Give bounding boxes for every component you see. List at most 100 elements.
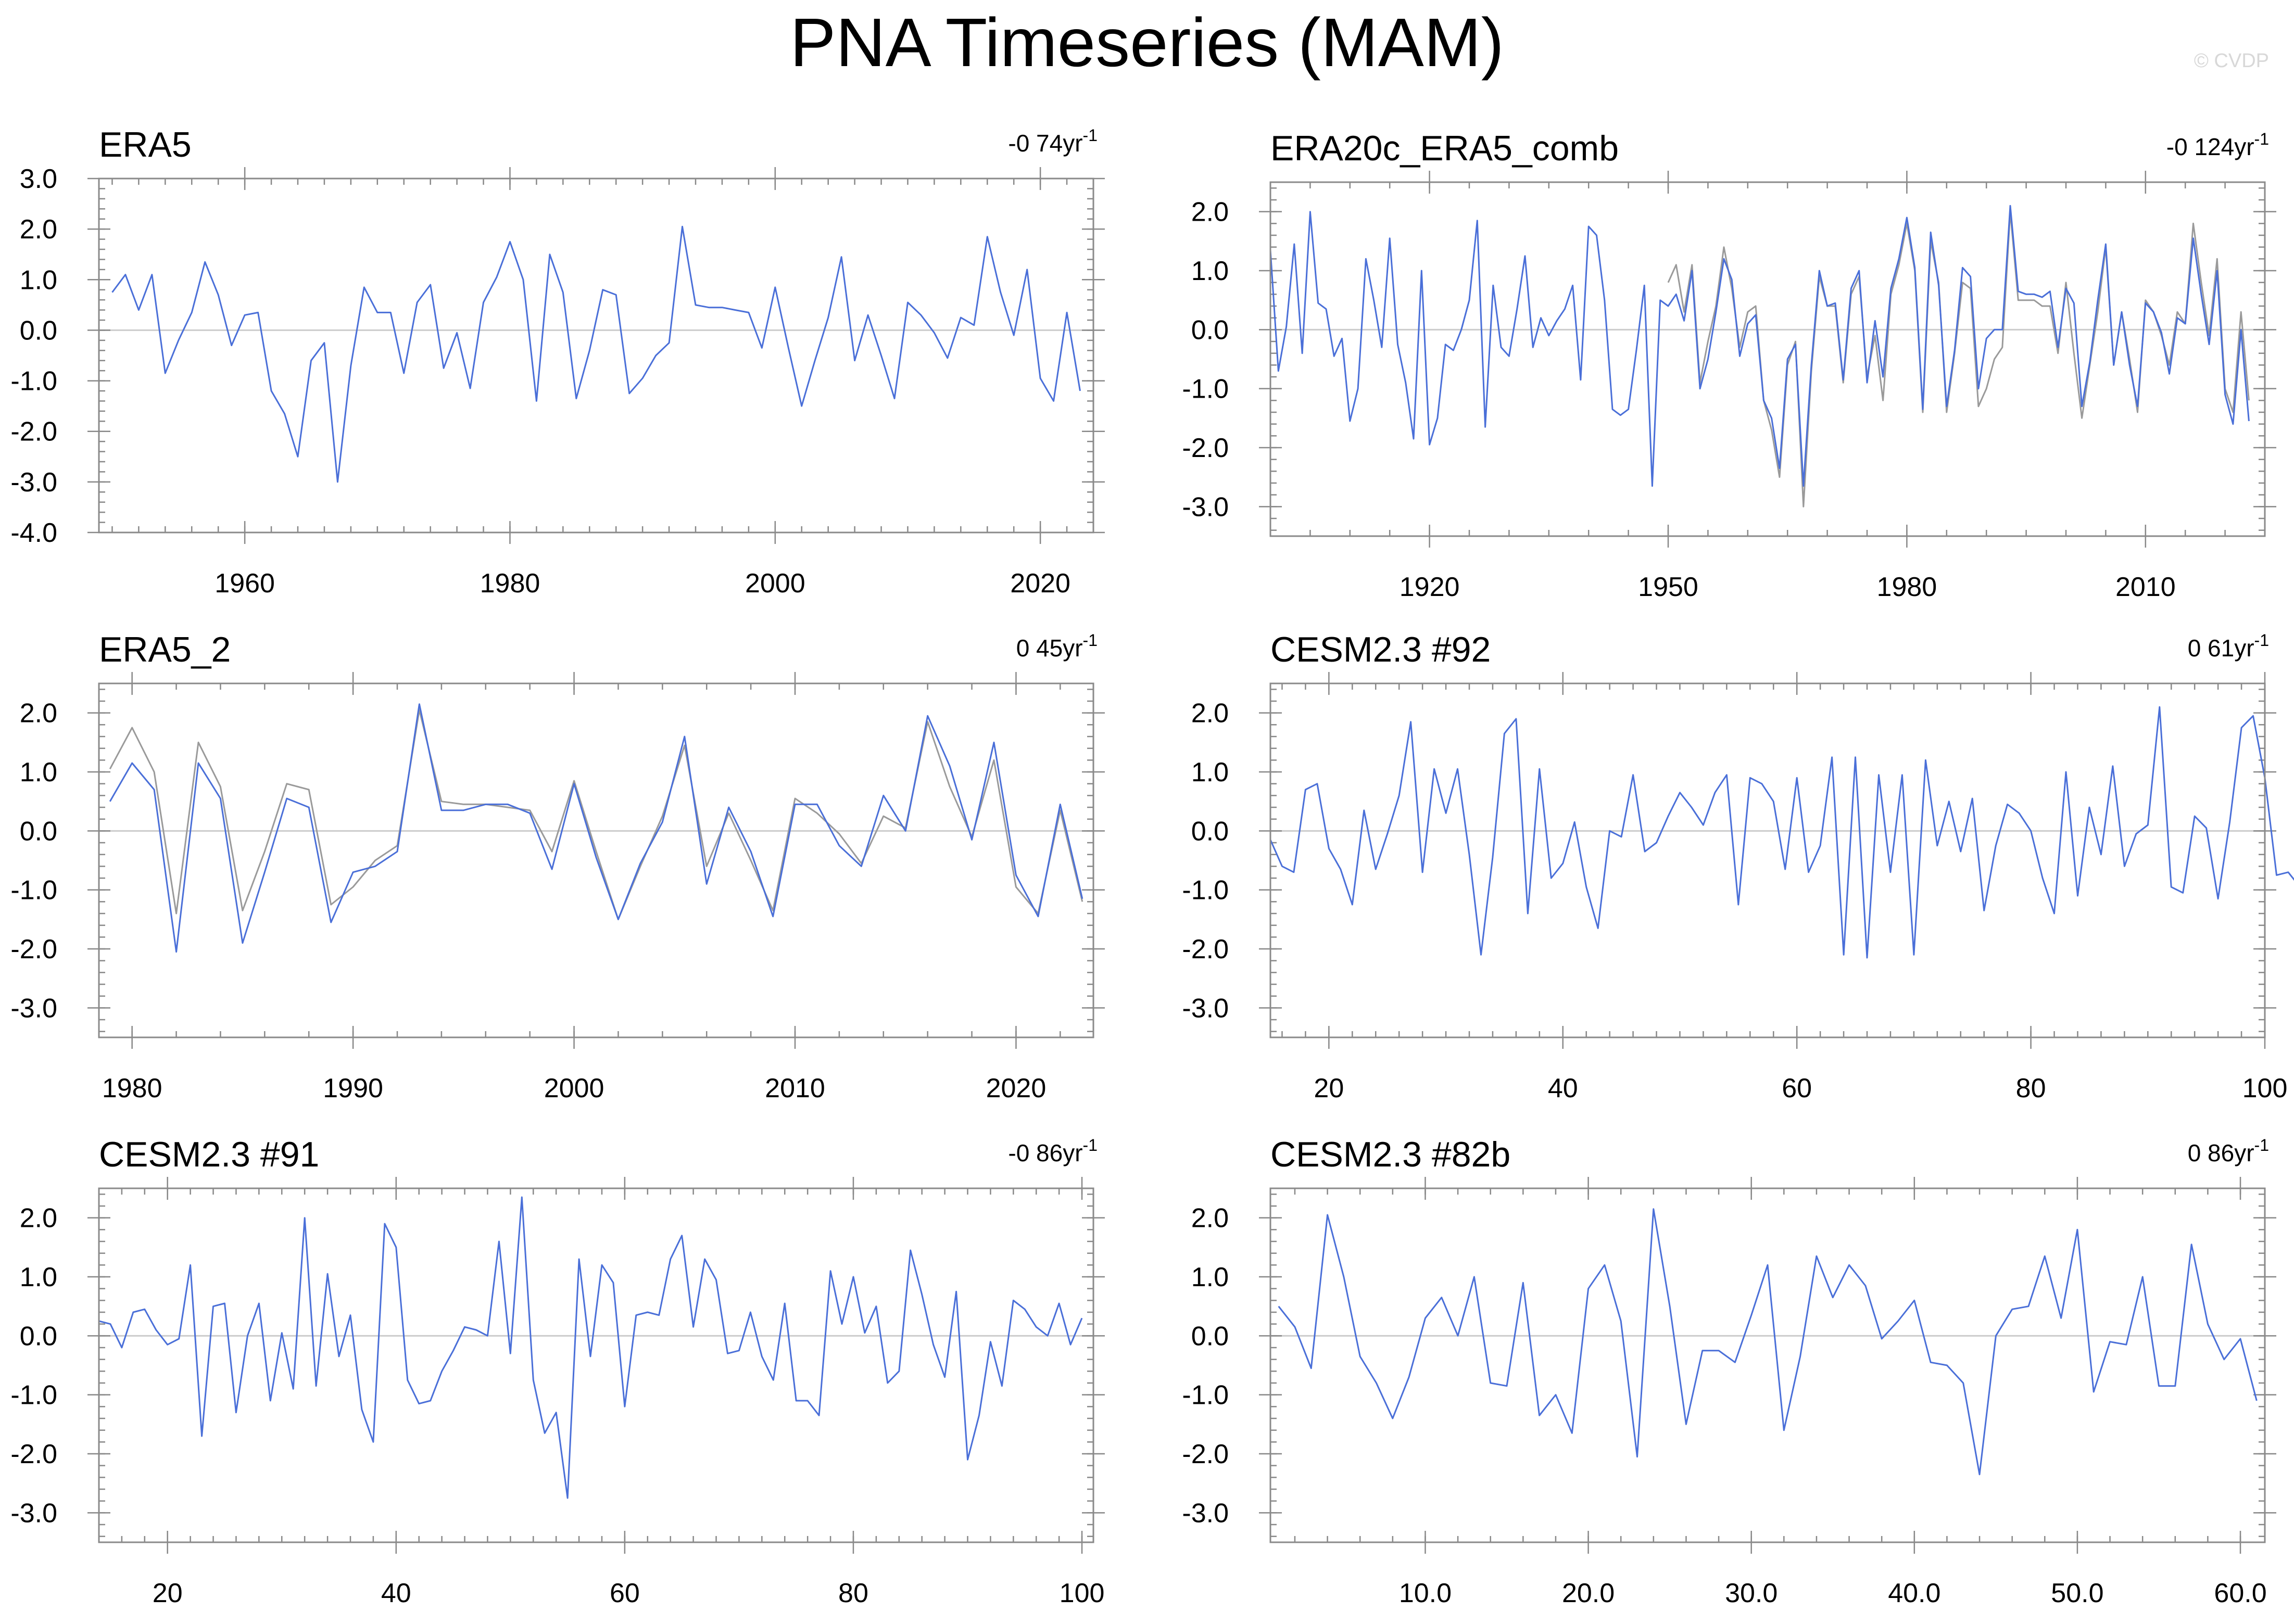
y-tick-label: 0.0 [20, 1321, 57, 1351]
x-tick-label: 2010 [765, 1073, 825, 1103]
y-tick-label: 2.0 [1191, 1203, 1229, 1234]
cvdp-watermark: © CVDP [2194, 50, 2269, 72]
y-tick-label: -1.0 [10, 366, 57, 397]
panel-title: CESM2.3 #92 [1270, 630, 1491, 669]
y-tick-label: -2.0 [10, 417, 57, 447]
y-tick-label: -1.0 [1182, 374, 1229, 404]
x-tick-label: 2020 [1010, 568, 1070, 599]
y-tick-label: -2.0 [10, 1439, 57, 1469]
y-tick-label: 0.0 [1191, 315, 1229, 345]
series-line-era5 [111, 225, 1081, 483]
chart-panel-2: ERA20c_ERA5_comb -0 124yr-1 -3.0 -2.0 -1.0 0.… [1182, 129, 2276, 602]
y-tick-label: 2.0 [1191, 197, 1229, 227]
y-tick-label: -3.0 [1182, 993, 1229, 1023]
y-tick-label: 1.0 [20, 757, 57, 788]
y-tick-label: 0.0 [20, 816, 57, 846]
y-tick-label: -2.0 [10, 934, 57, 965]
x-tick-label: 2000 [745, 568, 805, 599]
x-tick-label: 1920 [1400, 572, 1460, 602]
panel-title: ERA5 [99, 125, 192, 164]
y-tick-label: 1.0 [1191, 757, 1229, 788]
trend-label: 0 86yr-1 [2188, 1136, 2269, 1166]
y-tick-label: -3.0 [1182, 1498, 1229, 1528]
y-tick-label: 1.0 [1191, 1262, 1229, 1292]
y-tick-label: 0.0 [1191, 816, 1229, 846]
x-tick-label: 1950 [1638, 572, 1698, 602]
x-tick-label: 40 [381, 1578, 411, 1608]
panel-title: CESM2.3 #91 [99, 1135, 319, 1174]
x-tick-label: 1990 [323, 1073, 383, 1103]
x-tick-label: 60 [610, 1578, 640, 1608]
plot-frame [1269, 1187, 2266, 1543]
x-tick-label: 100 [2242, 1073, 2288, 1103]
y-tick-label: -1.0 [1182, 876, 1229, 906]
y-tick-label: 0.0 [20, 315, 57, 346]
trend-label: 0 45yr-1 [1016, 631, 1098, 662]
x-tick-label: 1980 [102, 1073, 162, 1103]
y-tick-label: -1.0 [10, 1380, 57, 1411]
series-line-era5 [1667, 211, 2250, 508]
x-tick-label: 2000 [544, 1073, 604, 1103]
chart-panel-1: ERA5 -0 74yr-1 -4.0 -3.0 -2.0 -1.0 0.0 1.0 2.0 3.… [10, 125, 1105, 599]
y-tick-label: 1.0 [1191, 256, 1229, 286]
y-tick-label: -3.0 [10, 467, 57, 498]
y-tick-label: -2.0 [1182, 1439, 1229, 1469]
y-tick-label: -2.0 [1182, 433, 1229, 463]
panel-title: ERA5_2 [99, 630, 231, 669]
trend-label: -0 124yr-1 [2166, 130, 2269, 160]
series-line-cesm2-3-91 [98, 1196, 1083, 1499]
x-tick-label: 40.0 [1888, 1578, 1940, 1608]
y-tick-label: -2.0 [1182, 934, 1229, 965]
x-tick-label: 2010 [2115, 572, 2176, 602]
x-tick-label: 80 [2016, 1073, 2046, 1103]
chart-panel-5: CESM2.3 #91 -0 86yr-1 -3.0 -2.0 -1.0 0.0 1.0 2.… [10, 1135, 1105, 1608]
series-line-era5 [109, 709, 1083, 920]
x-tick-label: 1980 [480, 568, 540, 599]
y-tick-label: 2.0 [20, 1203, 57, 1234]
x-tick-label: 20 [1314, 1073, 1344, 1103]
x-tick-label: 2020 [986, 1073, 1047, 1103]
y-tick-label: 1.0 [20, 265, 57, 295]
y-tick-label: -1.0 [10, 876, 57, 906]
y-tick-label: -4.0 [10, 518, 57, 548]
series-line-era20c [1269, 205, 2250, 487]
plot-frame [98, 1187, 1094, 1543]
y-tick-label: 2.0 [1191, 699, 1229, 729]
x-tick-label: 20 [153, 1578, 183, 1608]
chart-panel-6: CESM2.3 #82b 0 86yr-1 -3.0 -2.0 -1.0 0.0 1.0 2.… [1182, 1135, 2276, 1608]
chart-panel-3: ERA5_2 0 45yr-1 -3.0 -2.0 -1.0 0.0 1.0 2.0 1980 1… [10, 630, 1105, 1103]
page-title: PNA Timeseries (MAM) [790, 4, 1504, 81]
y-tick-label: 2.0 [20, 699, 57, 729]
panel-title: CESM2.3 #82b [1270, 1135, 1510, 1174]
x-tick-label: 100 [1060, 1578, 1105, 1608]
y-tick-label: -3.0 [10, 993, 57, 1023]
x-tick-label: 50.0 [2051, 1578, 2103, 1608]
panel-title: ERA20c_ERA5_comb [1270, 129, 1619, 168]
plot-frame [98, 177, 1094, 534]
x-tick-label: 60.0 [2214, 1578, 2266, 1608]
trend-label: -0 86yr-1 [1008, 1136, 1098, 1166]
y-tick-label: -3.0 [10, 1498, 57, 1528]
series-line-cesm2-3-92 [1269, 706, 2294, 959]
y-tick-label: -1.0 [1182, 1380, 1229, 1411]
x-tick-label: 1980 [1877, 572, 1937, 602]
x-tick-label: 60 [1782, 1073, 1812, 1103]
plot-frame [1269, 181, 2266, 537]
y-tick-label: 3.0 [20, 164, 57, 194]
plot-frame [98, 682, 1094, 1038]
x-tick-label: 1960 [215, 568, 275, 599]
trend-label: 0 61yr-1 [2188, 631, 2269, 662]
series-line-era5-2 [109, 703, 1083, 953]
trend-label: -0 74yr-1 [1008, 126, 1098, 157]
x-tick-label: 80 [838, 1578, 868, 1608]
x-tick-label: 30.0 [1725, 1578, 1778, 1608]
x-tick-label: 10.0 [1399, 1578, 1452, 1608]
series-line-cesm2-3-82b [1278, 1208, 2258, 1476]
plot-frame [1269, 682, 2266, 1038]
y-tick-label: -3.0 [1182, 492, 1229, 522]
y-tick-label: 0.0 [1191, 1321, 1229, 1351]
x-tick-label: 20.0 [1562, 1578, 1615, 1608]
x-tick-label: 40 [1548, 1073, 1578, 1103]
y-tick-label: 1.0 [20, 1262, 57, 1292]
